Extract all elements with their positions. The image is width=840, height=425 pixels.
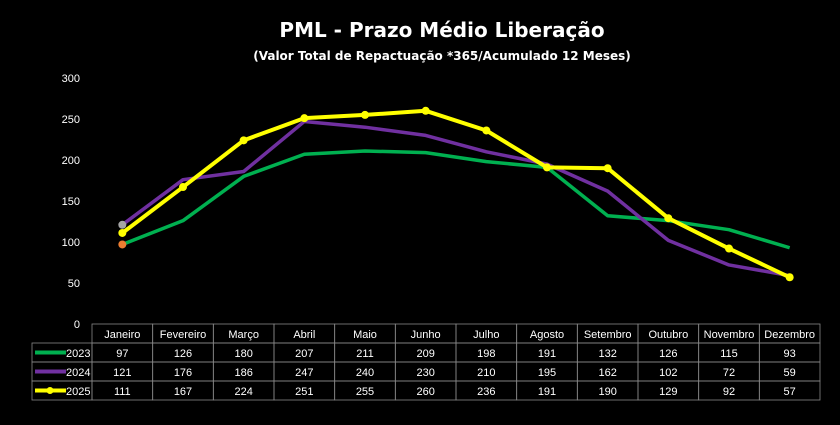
series-line-2024	[121, 119, 790, 278]
x-tick-label: Julho	[473, 329, 499, 341]
data-point-2023	[118, 240, 127, 249]
y-tick-label: 250	[62, 114, 80, 126]
y-tick-label: 150	[62, 196, 80, 208]
data-label: 191	[538, 348, 556, 360]
data-label: 207	[295, 348, 313, 360]
data-label: 129	[659, 386, 677, 398]
data-point-2025	[543, 163, 551, 172]
data-label: 92	[723, 386, 735, 398]
data-label: 195	[538, 367, 556, 379]
x-tick-label: Dezembro	[764, 329, 815, 341]
data-label: 111	[114, 386, 131, 398]
data-label: 209	[416, 348, 434, 360]
legend-marker-2025	[46, 387, 54, 394]
data-point-2025	[785, 273, 794, 282]
data-label: 247	[295, 367, 313, 379]
data-point-2025	[179, 183, 187, 192]
data-label: 126	[174, 348, 192, 360]
data-label: 186	[234, 367, 252, 379]
data-label: 115	[720, 348, 738, 360]
series-line-2023	[121, 149, 791, 250]
y-tick-label: 50	[68, 278, 80, 290]
data-point-2025	[300, 114, 309, 123]
data-label: 198	[477, 348, 495, 360]
data-label: 251	[295, 386, 313, 398]
data-label: 211	[356, 348, 374, 360]
data-label: 121	[113, 367, 131, 379]
data-label: 167	[174, 386, 192, 398]
data-label: 102	[659, 367, 677, 379]
data-label: 236	[477, 386, 495, 398]
chart-subtitle: (Valor Total de Repactuação *365/Acumula…	[253, 49, 631, 63]
x-tick-label: Maio	[353, 329, 377, 341]
data-label: 230	[416, 367, 434, 379]
data-label: 132	[598, 348, 616, 360]
x-tick-label: Outubro	[648, 329, 688, 341]
legend-label: 2025	[66, 386, 90, 398]
x-tick-label: Março	[228, 329, 259, 341]
x-tick-label: Junho	[411, 329, 441, 341]
y-tick-label: 300	[62, 73, 80, 85]
x-tick-label: Novembro	[704, 329, 755, 341]
data-label: 191	[538, 386, 556, 398]
chart-title: PML - Prazo Médio Liberação	[279, 18, 604, 42]
data-point-2025	[239, 136, 248, 145]
x-tick-label: Janeiro	[104, 329, 140, 341]
data-point-2025	[361, 110, 369, 119]
table-cell	[758, 380, 821, 401]
data-label: 180	[234, 348, 252, 360]
data-label: 72	[723, 367, 735, 379]
data-label: 224	[234, 386, 252, 398]
data-label: 93	[784, 348, 796, 360]
y-tick-label: 100	[62, 237, 80, 249]
data-label: 190	[598, 386, 616, 398]
data-point-2025	[421, 106, 430, 115]
data-label: 162	[598, 367, 616, 379]
data-label: 210	[477, 367, 495, 379]
x-tick-label: Fevereiro	[160, 329, 206, 341]
x-tick-label: Abril	[293, 329, 315, 341]
data-label: 97	[116, 348, 128, 360]
data-label: 59	[784, 367, 796, 379]
legend-label: 2024	[66, 367, 90, 379]
data-point-2025	[603, 164, 612, 173]
data-point-2024	[118, 220, 127, 229]
data-label: 126	[659, 348, 677, 360]
data-label: 176	[174, 367, 192, 379]
data-point-2025	[664, 214, 673, 223]
x-tick-label: Setembro	[584, 329, 632, 341]
y-tick-label: 200	[62, 155, 80, 167]
data-point-2025	[725, 244, 733, 253]
data-label: 57	[784, 386, 796, 398]
data-label: 255	[356, 386, 374, 398]
data-point-2025	[118, 228, 127, 237]
series-line-2025	[121, 108, 791, 280]
legend-label: 2023	[66, 348, 90, 360]
x-tick-label: Agosto	[530, 329, 564, 341]
data-label: 260	[416, 386, 434, 398]
data-point-2025	[482, 126, 491, 135]
data-label: 240	[356, 367, 374, 379]
y-tick-label: 0	[74, 319, 80, 331]
